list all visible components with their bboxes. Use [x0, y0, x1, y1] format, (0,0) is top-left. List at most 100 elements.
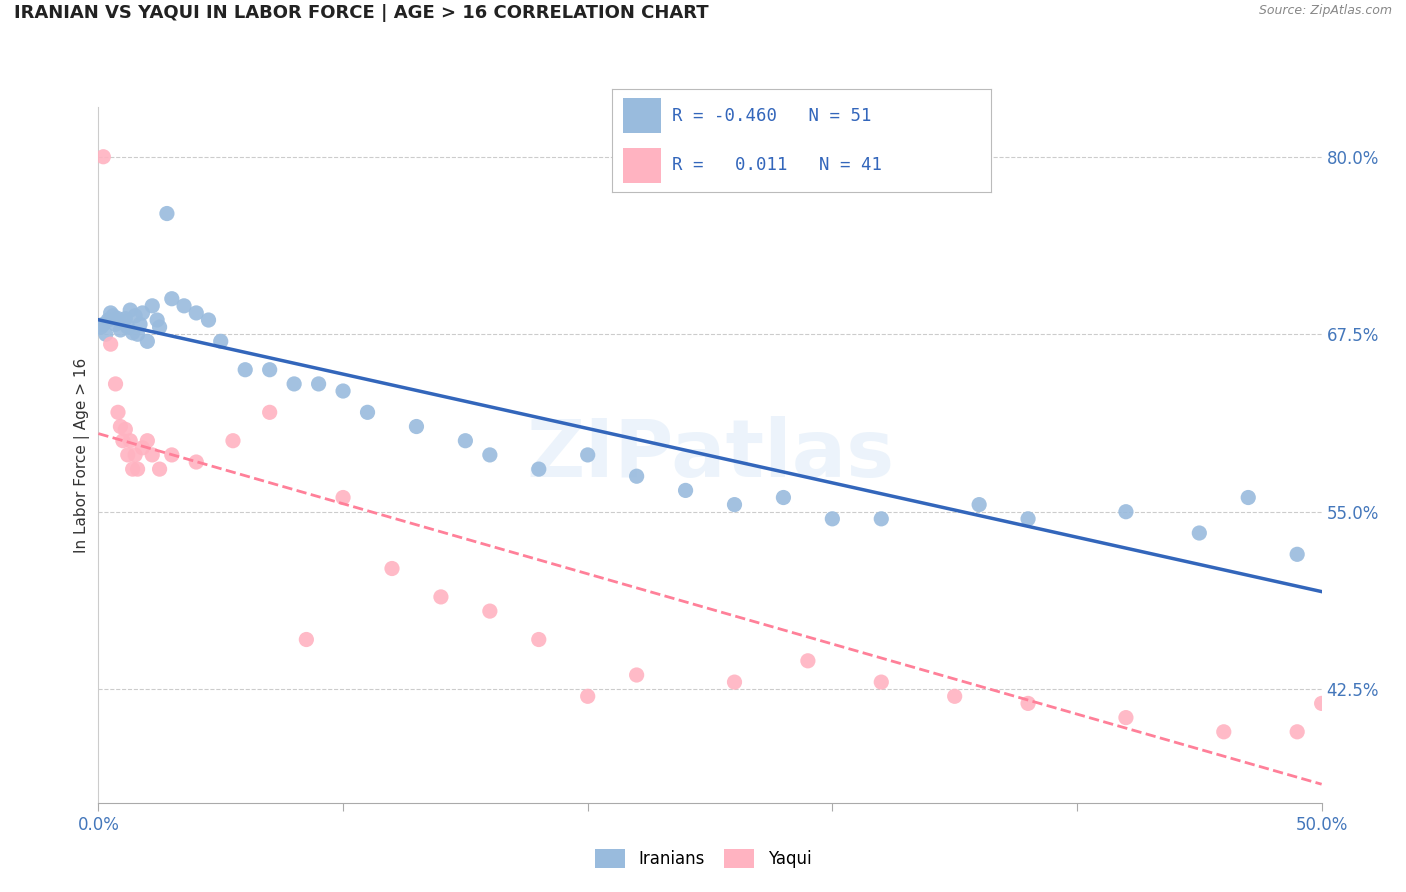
Point	[104, 318, 127, 332]
Point	[870, 512, 893, 526]
Text: ZIPatlas: ZIPatlas	[526, 416, 894, 494]
Point	[405, 419, 427, 434]
Point	[197, 313, 219, 327]
Point	[141, 299, 163, 313]
Y-axis label: In Labor Force | Age > 16: In Labor Force | Age > 16	[75, 358, 90, 552]
Point	[381, 561, 404, 575]
Text: R = -0.460   N = 51: R = -0.460 N = 51	[672, 107, 872, 125]
Point	[149, 320, 172, 334]
Point	[332, 384, 354, 398]
Point	[101, 309, 124, 323]
Point	[527, 632, 550, 647]
Text: Source: ZipAtlas.com: Source: ZipAtlas.com	[1258, 4, 1392, 18]
Point	[186, 306, 208, 320]
Point	[478, 448, 501, 462]
Point	[100, 306, 122, 320]
Point	[136, 434, 159, 448]
Point	[121, 462, 143, 476]
Point	[1286, 547, 1309, 561]
Point	[120, 303, 142, 318]
Point	[111, 314, 134, 328]
Point	[772, 491, 794, 505]
Point	[1017, 697, 1039, 711]
Point	[117, 320, 139, 334]
Point	[259, 405, 281, 419]
Point	[430, 590, 453, 604]
Point	[723, 498, 745, 512]
Point	[209, 334, 232, 349]
Point	[1360, 774, 1382, 789]
Point	[943, 690, 966, 704]
Point	[91, 150, 114, 164]
Point	[127, 462, 149, 476]
Point	[100, 337, 122, 351]
Point	[233, 362, 256, 376]
Point	[1286, 724, 1309, 739]
Point	[186, 455, 208, 469]
Point	[576, 448, 599, 462]
Point	[111, 434, 134, 448]
Point	[1310, 697, 1333, 711]
Point	[870, 675, 893, 690]
Point	[797, 654, 820, 668]
FancyBboxPatch shape	[623, 98, 661, 133]
Point	[120, 434, 142, 448]
Legend: Iranians, Yaqui: Iranians, Yaqui	[588, 842, 818, 875]
Point	[283, 376, 305, 391]
Point	[124, 309, 146, 323]
Point	[478, 604, 501, 618]
Point	[295, 632, 318, 647]
Point	[332, 491, 354, 505]
Point	[136, 334, 159, 349]
Point	[1384, 781, 1406, 796]
Point	[91, 318, 114, 332]
Point	[1017, 512, 1039, 526]
Point	[94, 327, 117, 342]
Point	[1188, 526, 1211, 541]
Point	[259, 362, 281, 376]
Point	[124, 448, 146, 462]
Point	[114, 422, 136, 436]
Text: IRANIAN VS YAQUI IN LABOR FORCE | AGE > 16 CORRELATION CHART: IRANIAN VS YAQUI IN LABOR FORCE | AGE > …	[14, 4, 709, 22]
Text: R =   0.011   N = 41: R = 0.011 N = 41	[672, 156, 883, 174]
Point	[131, 306, 153, 320]
Point	[821, 512, 844, 526]
Point	[110, 323, 132, 337]
Point	[626, 469, 648, 483]
Point	[1212, 724, 1234, 739]
Point	[356, 405, 378, 419]
Point	[675, 483, 697, 498]
Point	[222, 434, 245, 448]
Point	[141, 448, 163, 462]
Point	[1115, 710, 1137, 724]
Point	[527, 462, 550, 476]
Point	[160, 448, 183, 462]
Point	[90, 320, 112, 334]
Point	[131, 441, 153, 455]
Point	[1334, 731, 1357, 746]
Point	[967, 498, 990, 512]
Point	[121, 326, 143, 340]
Point	[146, 313, 169, 327]
Point	[160, 292, 183, 306]
Point	[626, 668, 648, 682]
Point	[97, 313, 120, 327]
Point	[117, 448, 139, 462]
Point	[127, 327, 149, 342]
Point	[454, 434, 477, 448]
Point	[308, 376, 330, 391]
Point	[576, 690, 599, 704]
Point	[107, 405, 129, 419]
Point	[173, 299, 195, 313]
FancyBboxPatch shape	[623, 148, 661, 183]
Point	[107, 311, 129, 326]
Point	[1115, 505, 1137, 519]
Point	[114, 311, 136, 326]
Point	[723, 675, 745, 690]
Point	[1237, 491, 1260, 505]
Point	[149, 462, 172, 476]
Point	[156, 206, 179, 220]
Point	[104, 376, 127, 391]
Point	[129, 318, 152, 332]
Point	[110, 419, 132, 434]
